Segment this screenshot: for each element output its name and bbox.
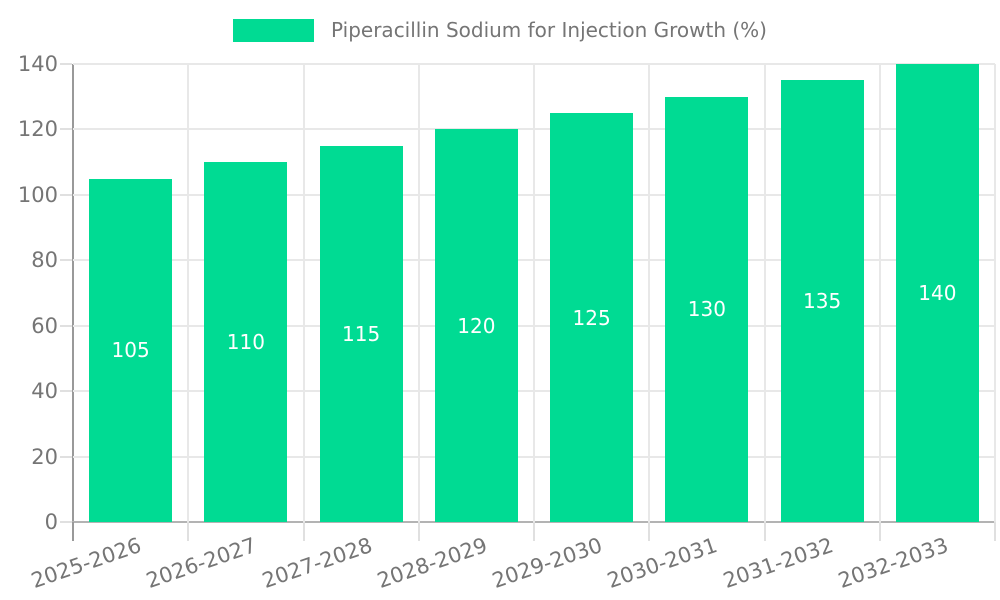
- y-tick-mark: [60, 455, 72, 458]
- bar-value-label: 110: [226, 330, 265, 355]
- y-tick-label-60: 60: [31, 313, 58, 338]
- x-tick-label-2025-2026: 2025-2026: [28, 533, 145, 593]
- plot-area: 105 110 115 120 125 130 135 140: [73, 63, 996, 522]
- x-tick-mark: [417, 522, 420, 541]
- bar-2032-2033: 140: [895, 64, 979, 522]
- x-tick-label-2031-2032: 2031-2032: [719, 533, 836, 593]
- legend-label: Piperacillin Sodium for Injection Growth…: [331, 18, 767, 42]
- bar-2029-2030: 125: [550, 113, 634, 522]
- x-tick-mark: [763, 522, 766, 541]
- x-tick-mark: [648, 522, 651, 541]
- legend: Piperacillin Sodium for Injection Growth…: [0, 18, 1000, 42]
- y-tick-mark: [60, 521, 72, 523]
- x-tick-label-2030-2031: 2030-2031: [604, 533, 721, 593]
- x-tick-mark: [533, 522, 535, 541]
- y-axis-line: [72, 64, 74, 541]
- bar-value-label: 135: [803, 289, 842, 314]
- v-gridline-5: [648, 64, 651, 522]
- y-tick-label-80: 80: [31, 248, 58, 273]
- x-tick-mark: [72, 522, 74, 541]
- y-tick-label-100: 100: [17, 182, 58, 207]
- y-tick-mark: [60, 128, 72, 131]
- bar-value-label: 105: [111, 338, 150, 363]
- y-tick-mark: [60, 63, 72, 65]
- x-tick-label-2032-2033: 2032-2033: [835, 533, 952, 593]
- v-gridline-3: [417, 64, 420, 522]
- bar-2030-2031: 130: [665, 96, 749, 522]
- y-tick-mark: [60, 193, 72, 196]
- y-tick-mark: [60, 259, 72, 262]
- v-gridline-2: [302, 64, 305, 522]
- y-tick-label-140: 140: [17, 52, 58, 76]
- y-tick-label-40: 40: [31, 379, 58, 404]
- y-tick-mark: [60, 324, 72, 327]
- bar-value-label: 130: [687, 297, 726, 322]
- bar-value-label: 125: [572, 305, 611, 330]
- x-tick-mark: [878, 522, 881, 541]
- x-tick-label-2029-2030: 2029-2030: [489, 533, 606, 593]
- v-gridline-8: [994, 64, 996, 522]
- x-tick-mark: [302, 522, 305, 541]
- bar-value-label: 140: [918, 281, 957, 305]
- bar-value-label: 115: [342, 321, 381, 346]
- x-tick-mark: [187, 522, 190, 541]
- bar-2027-2028: 115: [319, 145, 403, 522]
- y-tick-mark: [60, 390, 72, 393]
- bar-2028-2029: 120: [434, 129, 518, 522]
- bar-2025-2026: 105: [89, 178, 173, 522]
- legend-swatch: [233, 18, 315, 42]
- y-tick-label-20: 20: [31, 444, 58, 469]
- v-gridline-1: [187, 64, 190, 522]
- y-tick-label-120: 120: [17, 117, 58, 142]
- x-tick-mark: [994, 522, 996, 541]
- bar-2031-2032: 135: [780, 80, 864, 522]
- x-tick-label-2027-2028: 2027-2028: [258, 533, 375, 593]
- x-tick-label-2028-2029: 2028-2029: [374, 533, 491, 593]
- y-tick-label-0: 0: [44, 510, 58, 534]
- bar-value-label: 120: [457, 313, 496, 338]
- v-gridline-7: [878, 64, 881, 522]
- v-gridline-6: [763, 64, 766, 522]
- v-gridline-4: [533, 64, 535, 522]
- bar-2026-2027: 110: [204, 162, 288, 522]
- x-tick-label-2026-2027: 2026-2027: [143, 533, 260, 593]
